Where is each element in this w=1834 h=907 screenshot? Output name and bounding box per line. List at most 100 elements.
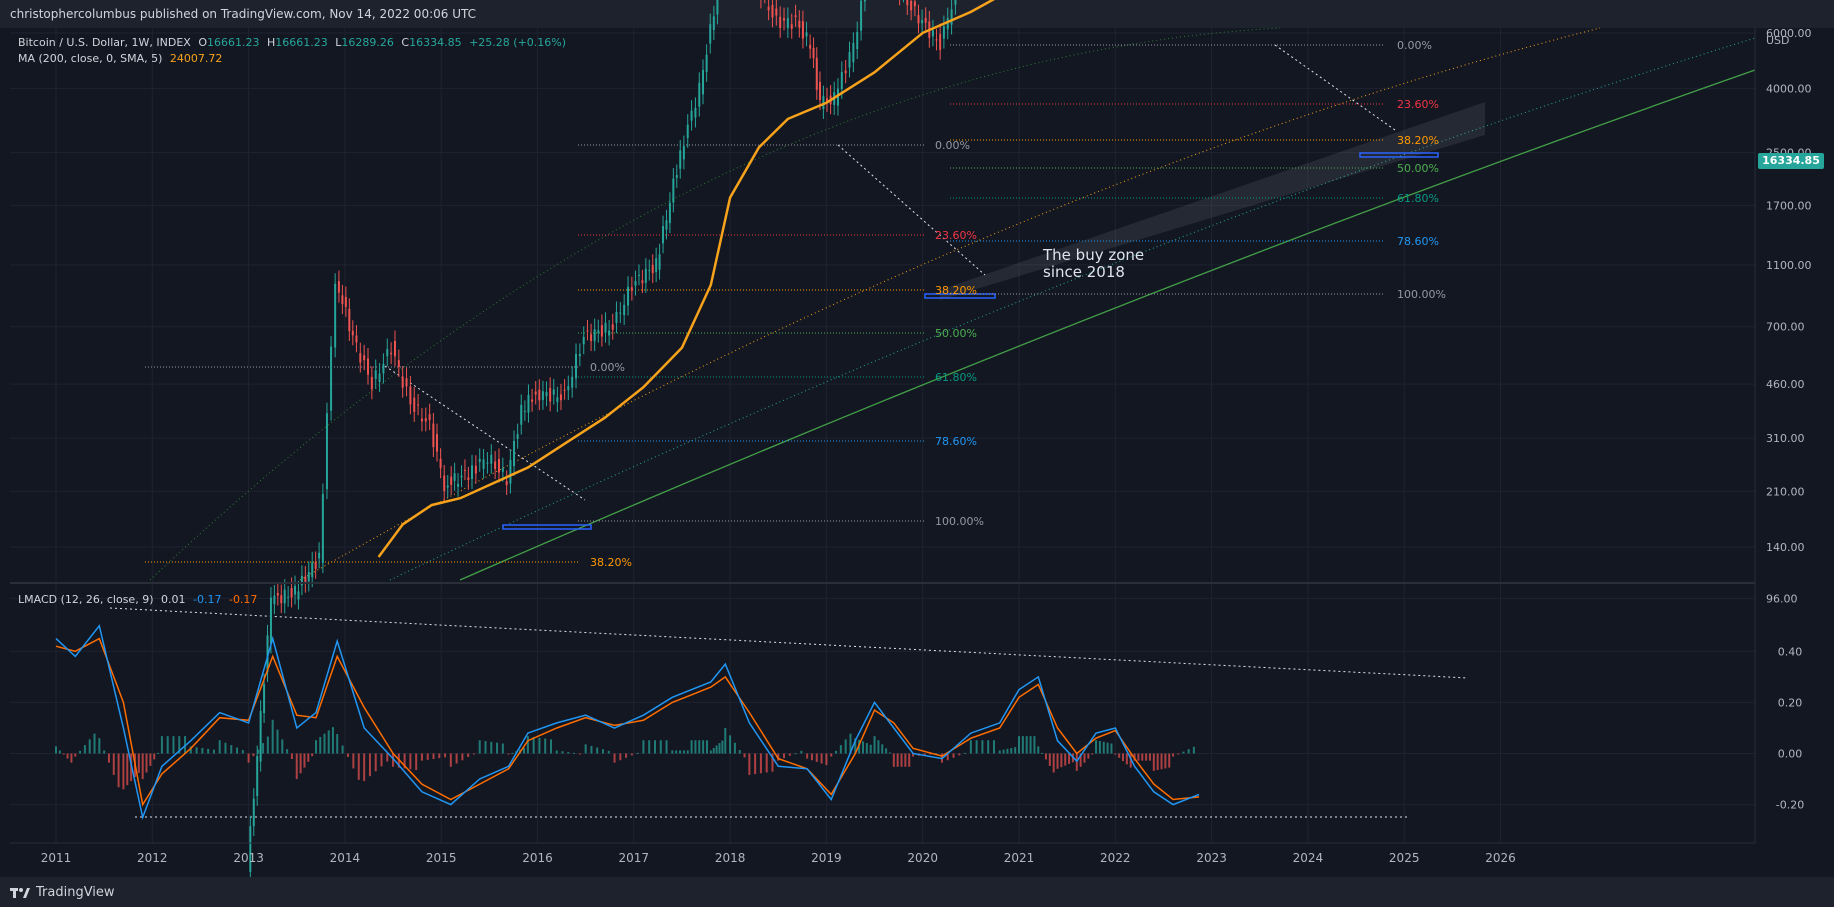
price-candle-body (619, 312, 622, 314)
macd-histogram-bar (596, 747, 599, 754)
macd-histogram-bar (555, 750, 558, 754)
fib-level-label: 100.00% (935, 515, 984, 528)
price-candle-body (314, 561, 317, 569)
price-candle-body (571, 376, 574, 388)
macd-histogram-bar (715, 745, 718, 754)
time-tick-label: 2014 (330, 851, 361, 865)
price-candle-body (463, 469, 466, 471)
macd-histogram-bar (346, 753, 349, 757)
macd-histogram-bar (352, 753, 355, 769)
tradingview-brand[interactable]: TradingView (10, 885, 115, 900)
drawing-overlays: 0.00% 38.20% 0.00% 23.60% 38.20% 50.00% 61.80%… (109, 27, 1756, 818)
macd-histogram-bar (712, 747, 715, 754)
macd-histogram-bar (1152, 753, 1155, 771)
price-candle-body (397, 360, 400, 368)
macd-histogram-bar (783, 753, 786, 759)
macd-histogram-bar (1048, 753, 1051, 766)
macd-legend[interactable]: LMACD (12, 26, close, 9) 0.01 -0.17 -0.1… (18, 593, 261, 606)
macd-histogram-bar (62, 753, 65, 755)
macd-histogram-bar (311, 753, 314, 757)
macd-histogram-bar (709, 750, 712, 754)
price-tick-label: 700.00 (1766, 321, 1805, 334)
macd-histogram-bar (721, 740, 724, 754)
price-candle-body (648, 270, 651, 272)
price-candle-body (682, 146, 685, 160)
macd-histogram-bar (946, 753, 949, 761)
price-candle-body (474, 465, 477, 474)
macd-histogram-bar (201, 747, 204, 754)
macd-histogram-bar (178, 736, 181, 754)
macd-histogram-bar (1098, 741, 1101, 754)
price-candle-body (794, 15, 797, 17)
price-candle-body (921, 20, 924, 24)
macd-histogram-bar (987, 740, 990, 754)
price-candle-body (490, 454, 493, 464)
macd-histogram-bar (1172, 753, 1175, 757)
price-candle-body (597, 330, 600, 333)
price-candle-body (341, 295, 344, 305)
macd-histogram-bar (160, 736, 163, 754)
price-candle-body (662, 226, 665, 244)
macd-histogram-bar (467, 753, 470, 757)
publish-info: christophercolumbus published on Trading… (10, 7, 476, 21)
macd-histogram-bar (266, 736, 269, 754)
price-candle-body (501, 468, 504, 472)
price-candle-body (822, 96, 825, 110)
macd-histogram-bar (299, 753, 302, 774)
macd-histogram-bar (149, 753, 152, 766)
macd-histogram-bar (1114, 753, 1117, 755)
macd-histogram-bar (1122, 753, 1125, 762)
macd-histogram-bar (561, 751, 564, 754)
macd-histogram-bar (584, 744, 587, 754)
macd-histogram-bar (1052, 753, 1055, 773)
chart-canvas[interactable]: 0.00% 38.20% 0.00% 23.60% 38.20% 50.00% 61.80%… (0, 0, 1834, 877)
fib-arc-orange (299, 27, 1601, 581)
price-candle-body (651, 264, 654, 274)
price-candle-body (351, 330, 354, 336)
macd-histogram-bar (642, 740, 645, 754)
macd-histogram-bar (212, 749, 215, 754)
brand-label: TradingView (36, 885, 115, 900)
macd-histogram-bar (130, 753, 133, 782)
macd-histogram-bar (341, 745, 344, 754)
macd-histogram-bar (103, 750, 106, 754)
price-candle-body (805, 32, 808, 37)
annotation-line2: since 2018 (1043, 263, 1125, 281)
macd-histogram-bar (137, 753, 140, 773)
macd-histogram-bar (66, 753, 69, 759)
macd-histogram-bar (702, 740, 705, 754)
macd-histogram-bar (694, 740, 697, 754)
fib-arc-teal (389, 37, 1756, 581)
time-tick-label: 2026 (1485, 851, 1516, 865)
price-tick-label: 460.00 (1766, 378, 1805, 391)
price-candle-body (413, 397, 416, 412)
price-tick-label: 310.00 (1766, 432, 1805, 445)
macd-histogram-bar (1060, 753, 1063, 768)
symbol-name: Bitcoin / U.S. Dollar, 1W, INDEX (18, 36, 191, 49)
macd-histogram-bar (93, 733, 96, 754)
macd-histogram-bar (578, 753, 581, 755)
price-candle-body (767, 6, 770, 11)
ma-legend[interactable]: MA (200, close, 0, SMA, 5) 24007.72 (18, 52, 226, 65)
price-candle-body (405, 378, 408, 387)
macd-histogram-bar (969, 740, 972, 754)
price-candle-body (615, 311, 618, 324)
time-tick-label: 2022 (1100, 851, 1131, 865)
price-candle-body (630, 287, 633, 291)
macd-histogram-bar (896, 753, 899, 767)
macd-histogram-bar (380, 753, 383, 767)
macd-histogram-bar (1064, 753, 1067, 766)
macd-histogram-bar (1148, 753, 1151, 761)
macd-histogram-bar (567, 752, 570, 754)
macd-histogram-bar (107, 753, 110, 763)
price-candle-body (330, 346, 333, 411)
symbol-legend[interactable]: Bitcoin / U.S. Dollar, 1W, INDEX O16661.… (18, 36, 570, 49)
macd-histogram-bar (207, 748, 210, 754)
price-candle-body (367, 358, 370, 375)
macd-histogram-bar (1044, 753, 1047, 760)
macd-histogram-bar (665, 740, 668, 754)
price-candle-body (637, 274, 640, 276)
macd-histogram-bar (323, 733, 326, 754)
price-tick-label: 1700.00 (1766, 199, 1812, 212)
fib-level-label: 38.20% (1397, 134, 1439, 147)
